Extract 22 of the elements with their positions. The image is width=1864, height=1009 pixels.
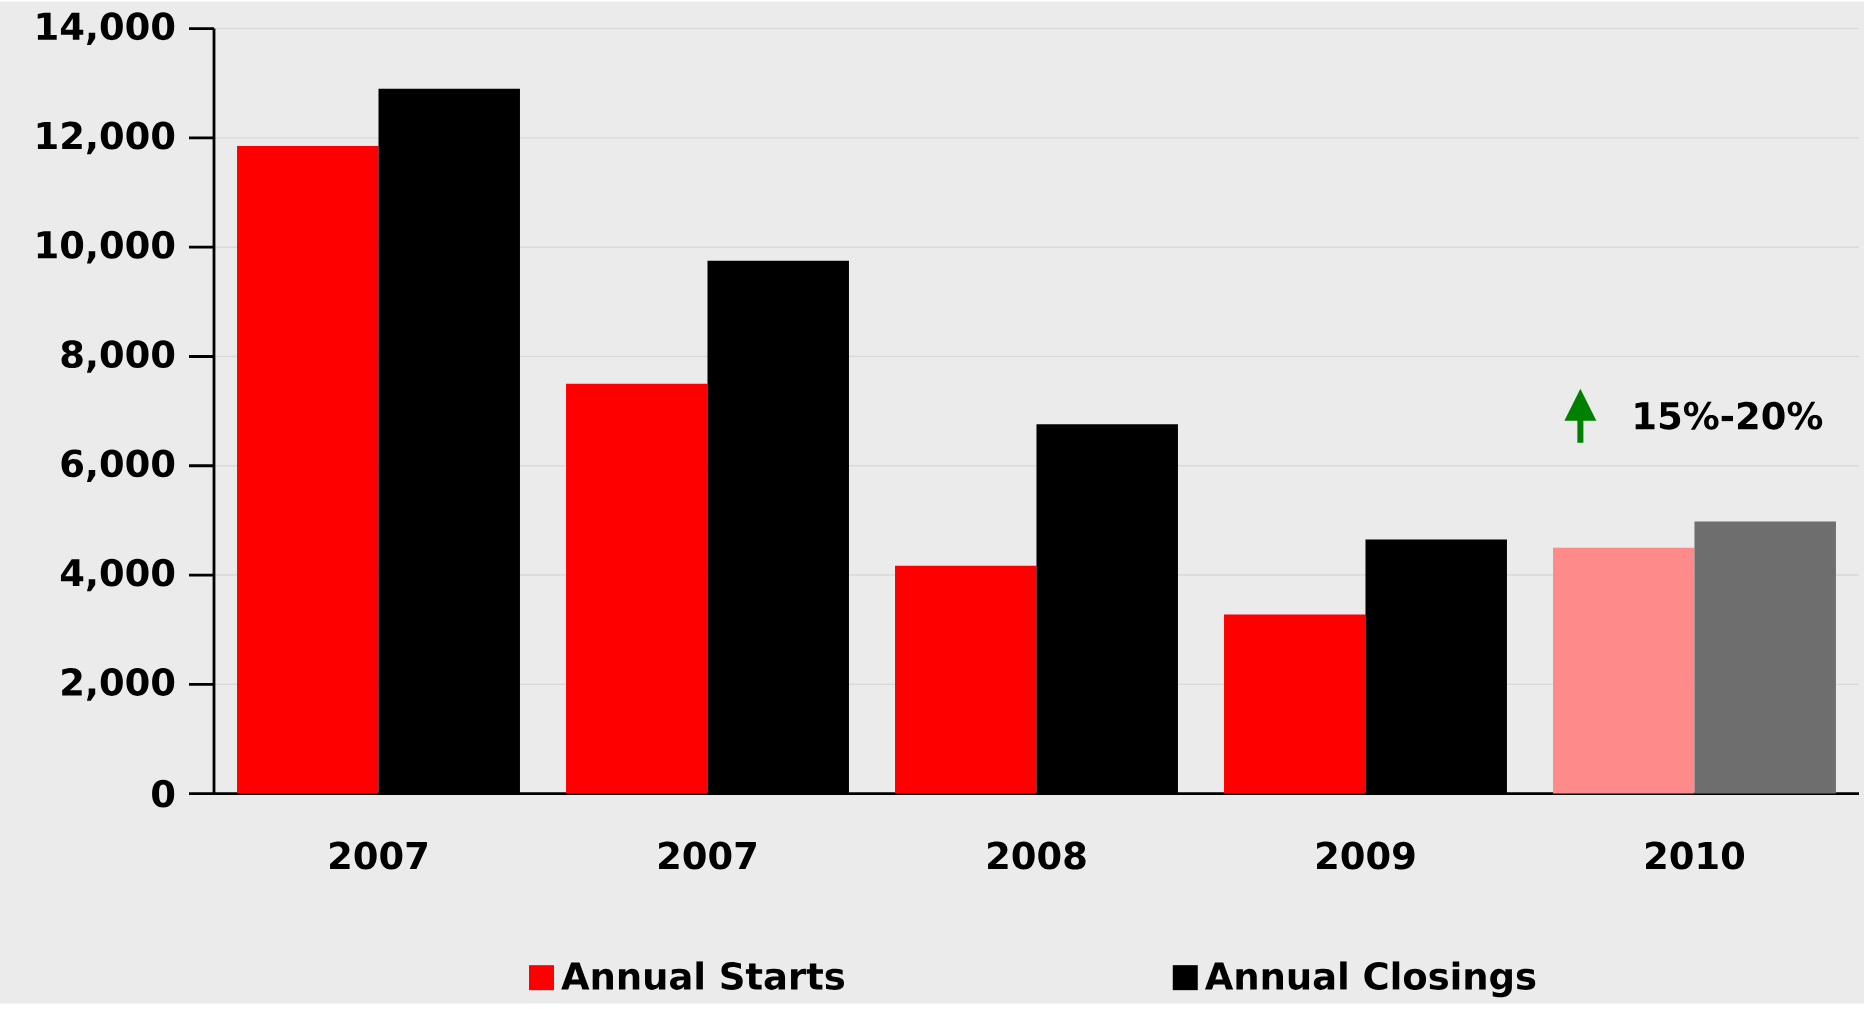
legend-label: Annual Closings — [1204, 961, 1536, 998]
x-tick-label: 2007 — [330, 841, 427, 870]
bar — [566, 383, 708, 794]
x-tick-label: 2008 — [988, 841, 1086, 870]
x-tick-label: 2007 — [659, 841, 756, 870]
bar — [1553, 547, 1695, 794]
bar — [1224, 614, 1366, 794]
y-tick-label: 14,000 — [37, 12, 175, 45]
y-tick-label: 0 — [152, 779, 175, 808]
y-tick-label: 10,000 — [37, 230, 175, 264]
y-tick-label: 4,000 — [60, 558, 175, 592]
y-tick-label: 6,000 — [61, 449, 175, 483]
y-tick-label: 2,000 — [62, 668, 175, 701]
bar — [1694, 521, 1836, 794]
x-tick-label: 2009 — [1317, 841, 1415, 870]
bar — [237, 146, 379, 794]
x-tick-label: 2010 — [1646, 841, 1745, 870]
bar — [895, 565, 1037, 794]
legend-label: Annual Starts — [561, 961, 845, 990]
y-tick-label: 8,000 — [61, 340, 175, 373]
annotation: 15%-20% — [1635, 401, 1823, 430]
y-tick-label: 12,000 — [37, 121, 175, 155]
